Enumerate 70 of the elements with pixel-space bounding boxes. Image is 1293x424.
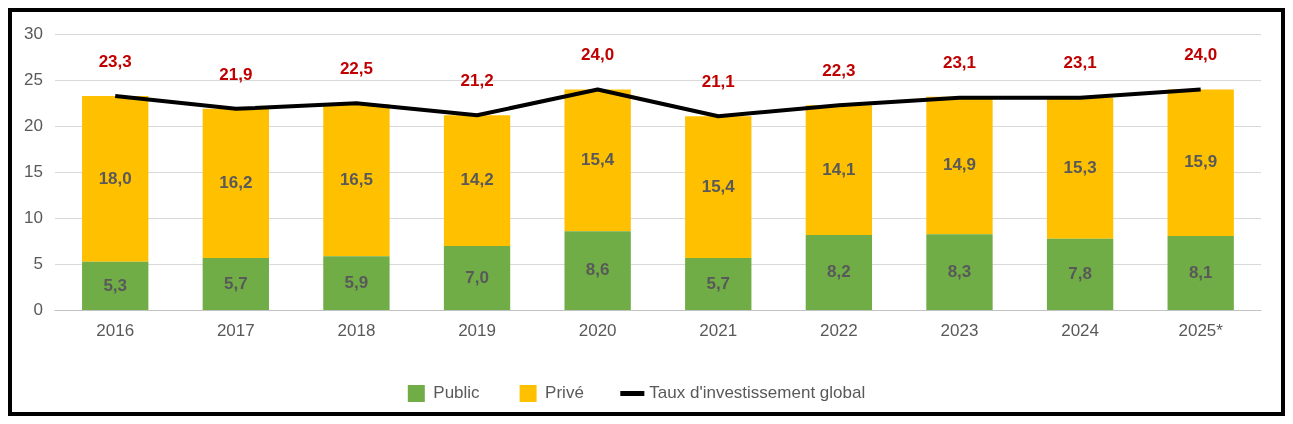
data-label: 14,1 — [822, 159, 856, 179]
data-label: 8,1 — [1188, 262, 1213, 282]
legend-label: Taux d'investissement global — [649, 383, 866, 403]
bar — [1167, 89, 1234, 236]
data-label: 16,2 — [219, 173, 253, 193]
legend-label: Privé — [545, 383, 584, 403]
data-label: 14,2 — [460, 170, 494, 190]
bar — [323, 104, 390, 257]
data-label: 5,3 — [103, 275, 128, 295]
x-tick-label: 2025* — [1178, 321, 1224, 341]
bar — [805, 235, 873, 311]
data-label: 5,9 — [344, 272, 369, 292]
x-tick-label: 2016 — [96, 321, 135, 341]
data-label: 7,8 — [1068, 264, 1092, 284]
data-label: 22,3 — [822, 60, 856, 80]
x-tick-label: 2024 — [1061, 321, 1099, 341]
y-tick-label: 25 — [23, 69, 43, 89]
data-label: 24,0 — [581, 45, 615, 65]
bar — [805, 105, 873, 236]
y-tick-label: 5 — [33, 254, 43, 274]
bar — [1046, 97, 1114, 239]
bar — [1046, 238, 1114, 311]
x-tick-label: 2023 — [940, 321, 979, 341]
data-label: 22,5 — [339, 58, 373, 78]
data-label: 15,9 — [1184, 152, 1218, 172]
bar — [82, 95, 149, 262]
data-label: 5,7 — [706, 273, 731, 293]
data-label: 23,1 — [942, 53, 977, 73]
x-tick-label: 2019 — [458, 321, 496, 341]
bar — [685, 116, 752, 259]
x-tick-label: 2018 — [337, 321, 376, 341]
data-label: 23,1 — [1063, 53, 1097, 73]
data-label: 21,2 — [460, 70, 494, 90]
bar — [443, 115, 511, 247]
bar — [82, 261, 149, 311]
bar — [926, 96, 993, 235]
bar — [564, 231, 631, 311]
data-label: 24,0 — [1184, 45, 1218, 65]
data-label: 5,7 — [224, 273, 248, 293]
data-label: 16,5 — [339, 169, 373, 189]
bar — [564, 89, 631, 232]
data-label: 8,3 — [947, 261, 972, 281]
bar — [202, 258, 269, 311]
data-label: 21,9 — [219, 64, 253, 84]
y-tick-label: 30 — [23, 23, 43, 43]
data-label: 15,3 — [1063, 157, 1097, 177]
bar — [443, 246, 511, 311]
bar — [1167, 235, 1234, 311]
data-label: 21,1 — [701, 71, 735, 91]
data-label: 8,2 — [827, 262, 851, 282]
y-tick-label: 20 — [23, 116, 43, 136]
bar — [685, 258, 752, 311]
data-label: 15,4 — [701, 176, 736, 196]
y-tick-label: 15 — [23, 162, 43, 182]
x-tick-label: 2020 — [578, 321, 617, 341]
data-label: 15,4 — [581, 150, 615, 170]
data-label: 7,0 — [465, 267, 489, 287]
data-label: 18,0 — [98, 168, 132, 188]
bar — [926, 234, 993, 311]
data-label: 23,3 — [98, 51, 132, 71]
y-tick-label: 10 — [23, 208, 43, 228]
y-tick-label: 0 — [33, 300, 43, 320]
x-tick-label: 2021 — [699, 321, 738, 341]
data-label: 14,9 — [942, 155, 977, 175]
data-label: 8,6 — [585, 260, 610, 280]
legend-label: Public — [433, 383, 481, 403]
x-tick-label: 2017 — [216, 321, 255, 341]
bar — [323, 256, 390, 311]
bar — [202, 108, 269, 259]
x-tick-label: 2022 — [819, 321, 858, 341]
